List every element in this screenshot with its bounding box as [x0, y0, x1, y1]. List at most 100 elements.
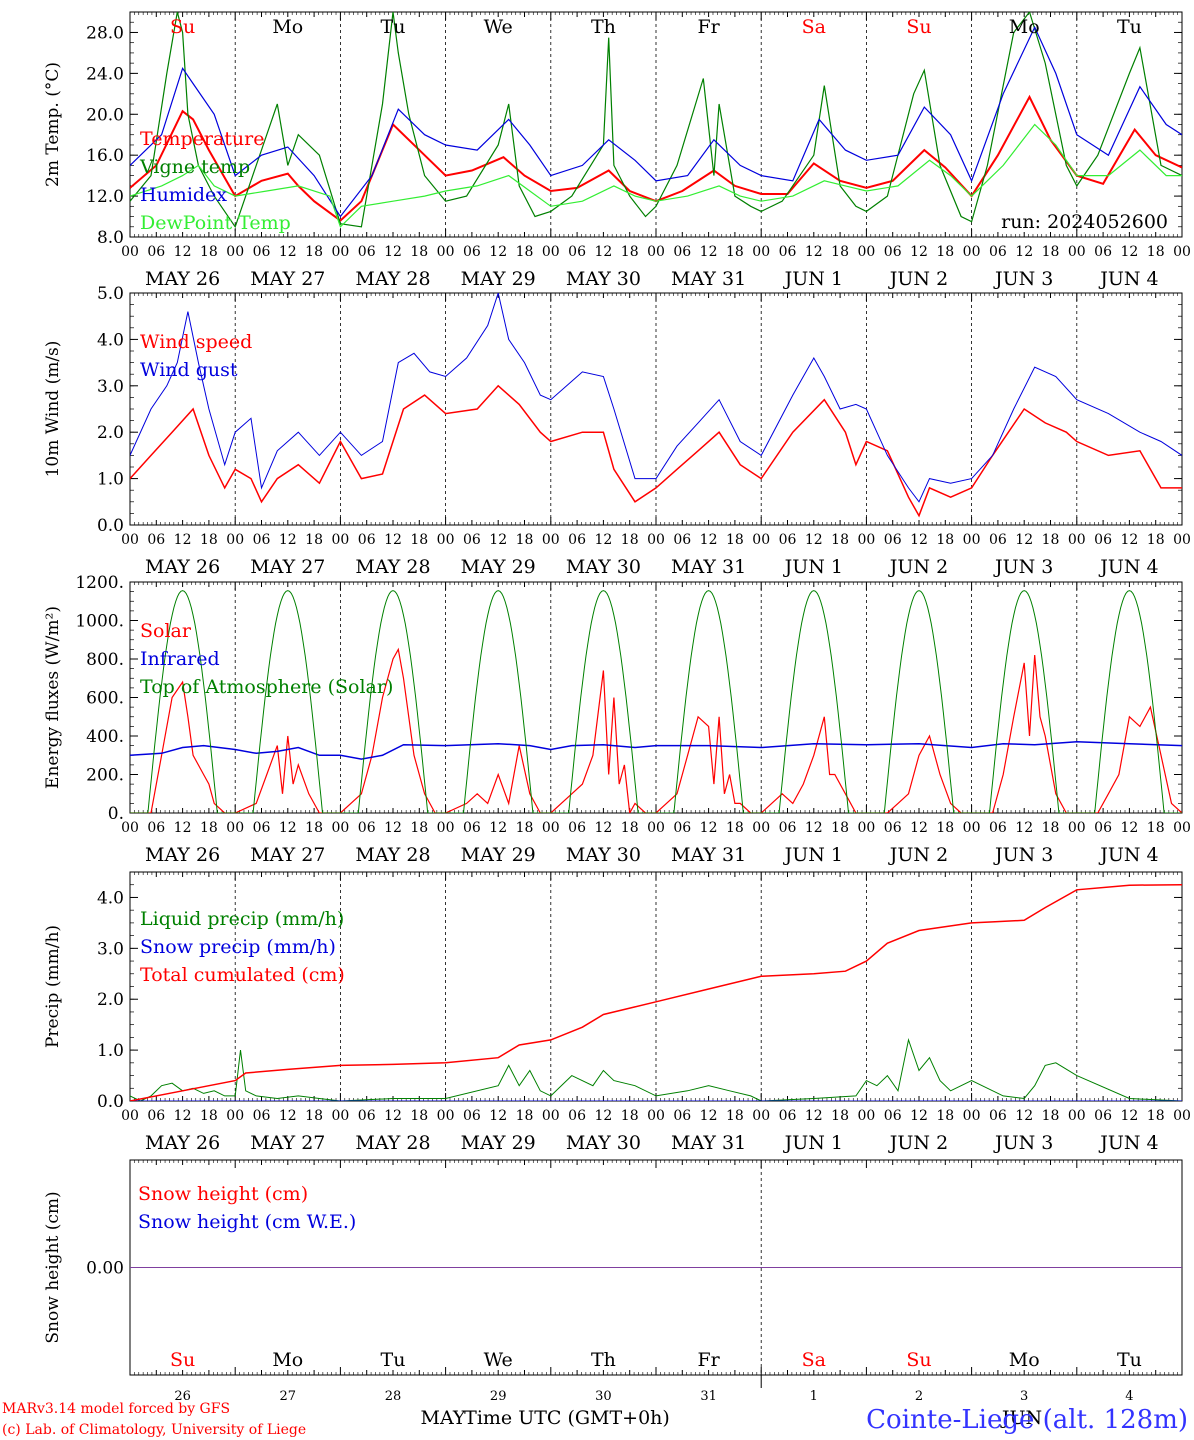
day-number: 27 — [280, 1389, 297, 1404]
temp-ytick-label: 28.0 — [86, 23, 124, 43]
precip-hour-label: 18 — [831, 1108, 849, 1124]
precip-hour-label: 18 — [200, 1108, 218, 1124]
wind-hour-label: 00 — [963, 532, 981, 548]
wind-ytick-label: 1.0 — [97, 470, 124, 490]
wind-hour-label: 18 — [200, 532, 218, 548]
precip-hour-label: 00 — [121, 1108, 139, 1124]
weekday-top: Tu — [1117, 16, 1142, 38]
precip-hour-label: 18 — [726, 1108, 744, 1124]
energy-hour-label: 06 — [253, 820, 271, 836]
wind-hour-label: 00 — [437, 532, 455, 548]
wind-hour-label: 00 — [647, 532, 665, 548]
precip-hour-label: 00 — [1068, 1108, 1086, 1124]
wind-date-label: MAY 28 — [355, 556, 430, 578]
energy-series-2 — [130, 590, 1182, 813]
panel-precip — [129, 871, 1183, 1102]
energy-hour-label: 00 — [437, 820, 455, 836]
temp-hour-label: 18 — [516, 244, 534, 260]
temp-date-label: JUN 3 — [993, 268, 1053, 290]
temp-hour-label: 00 — [752, 244, 770, 260]
panel-snow — [129, 1159, 1183, 1376]
temp-hour-label: 06 — [253, 244, 271, 260]
energy-date-label: MAY 27 — [250, 844, 325, 866]
weekday-bottom: Th — [591, 1349, 616, 1371]
temp-hour-label: 18 — [621, 244, 639, 260]
energy-date-label: MAY 29 — [461, 844, 536, 866]
wind-date-label: JUN 3 — [993, 556, 1053, 578]
energy-hour-label: 06 — [989, 820, 1007, 836]
temp-hour-label: 00 — [963, 244, 981, 260]
energy-ytick-label: 1000. — [75, 612, 124, 632]
temp-hour-label: 12 — [279, 244, 297, 260]
temp-frame — [129, 11, 1183, 238]
wind-hour-label: 12 — [594, 532, 612, 548]
temp-series-3 — [130, 123, 1182, 228]
wind-hour-label: 00 — [752, 532, 770, 548]
precip-date-label: JUN 1 — [783, 1132, 843, 1154]
precip-hour-label: 12 — [910, 1108, 928, 1124]
wind-hour-label: 18 — [1147, 532, 1165, 548]
energy-date-label: MAY 28 — [355, 844, 430, 866]
energy-hour-label: 18 — [305, 820, 323, 836]
precip-hour-label: 00 — [226, 1108, 244, 1124]
energy-hour-label: 00 — [226, 820, 244, 836]
precip-hour-label: 00 — [437, 1108, 455, 1124]
run-label: run: 2024052600 — [1001, 211, 1168, 233]
temp-legend-0: Temperature — [140, 128, 264, 150]
energy-hour-label: 00 — [542, 820, 560, 836]
temp-series-0 — [130, 94, 1182, 222]
footer-model-line: MARv3.14 model forced by GFS — [2, 1401, 230, 1417]
temp-hour-label: 18 — [1042, 244, 1060, 260]
wind-hour-label: 18 — [516, 532, 534, 548]
temp-hour-label: 06 — [358, 244, 376, 260]
wind-hour-label: 12 — [279, 532, 297, 548]
wind-hour-label: 06 — [253, 532, 271, 548]
weekday-top: Su — [170, 16, 195, 38]
temp-legend-2: Humidex — [140, 184, 227, 206]
precip-hour-label: 18 — [516, 1108, 534, 1124]
precip-hour-label: 00 — [752, 1108, 770, 1124]
weekday-top: Sa — [802, 16, 826, 38]
energy-hour-label-final: 00 — [1173, 820, 1191, 836]
day-number: 26 — [174, 1389, 191, 1404]
energy-hour-label: 00 — [857, 820, 875, 836]
temp-hour-label: 00 — [542, 244, 560, 260]
wind-hour-label: 06 — [147, 532, 165, 548]
weekday-top: Mo — [272, 16, 303, 38]
wind-hour-label: 12 — [174, 532, 192, 548]
temp-hour-label: 18 — [305, 244, 323, 260]
precip-hour-label: 12 — [1120, 1108, 1138, 1124]
precip-legend-2: Total cumulated (cm) — [140, 964, 345, 986]
temp-ytick-label: 20.0 — [86, 105, 124, 125]
temp-hour-label: 06 — [568, 244, 586, 260]
wind-hour-label: 12 — [700, 532, 718, 548]
energy-hour-label: 06 — [358, 820, 376, 836]
precip-hour-label: 00 — [331, 1108, 349, 1124]
energy-hour-label: 12 — [174, 820, 192, 836]
energy-ytick-label: 0. — [108, 804, 124, 824]
energy-date-label: JUN 3 — [993, 844, 1053, 866]
precip-series-2 — [130, 883, 1182, 1101]
temp-date-label: JUN 1 — [783, 268, 843, 290]
precip-ytick-label: 0.0 — [97, 1092, 124, 1112]
wind-ytick-label: 3.0 — [97, 377, 124, 397]
weekday-top: We — [484, 16, 513, 38]
energy-ytick-label: 1200. — [75, 573, 124, 593]
weekday-bottom: Sa — [802, 1349, 826, 1371]
day-number: 2 — [915, 1389, 923, 1404]
wind-hour-label: 00 — [857, 532, 875, 548]
temp-hour-label: 18 — [936, 244, 954, 260]
snow-ylabel: Snow height (cm) — [43, 1191, 63, 1343]
precip-hour-label: 00 — [542, 1108, 560, 1124]
precip-hour-label: 00 — [857, 1108, 875, 1124]
precip-hour-label: 12 — [384, 1108, 402, 1124]
precip-date-label: MAY 27 — [250, 1132, 325, 1154]
precip-hour-label: 06 — [568, 1108, 586, 1124]
month-jun-label: JUN — [1000, 1407, 1042, 1429]
energy-hour-label: 00 — [331, 820, 349, 836]
precip-hour-label: 12 — [1015, 1108, 1033, 1124]
energy-hour-label: 12 — [700, 820, 718, 836]
wind-hour-label: 12 — [1120, 532, 1138, 548]
precip-hour-label: 06 — [673, 1108, 691, 1124]
energy-hour-label: 06 — [884, 820, 902, 836]
